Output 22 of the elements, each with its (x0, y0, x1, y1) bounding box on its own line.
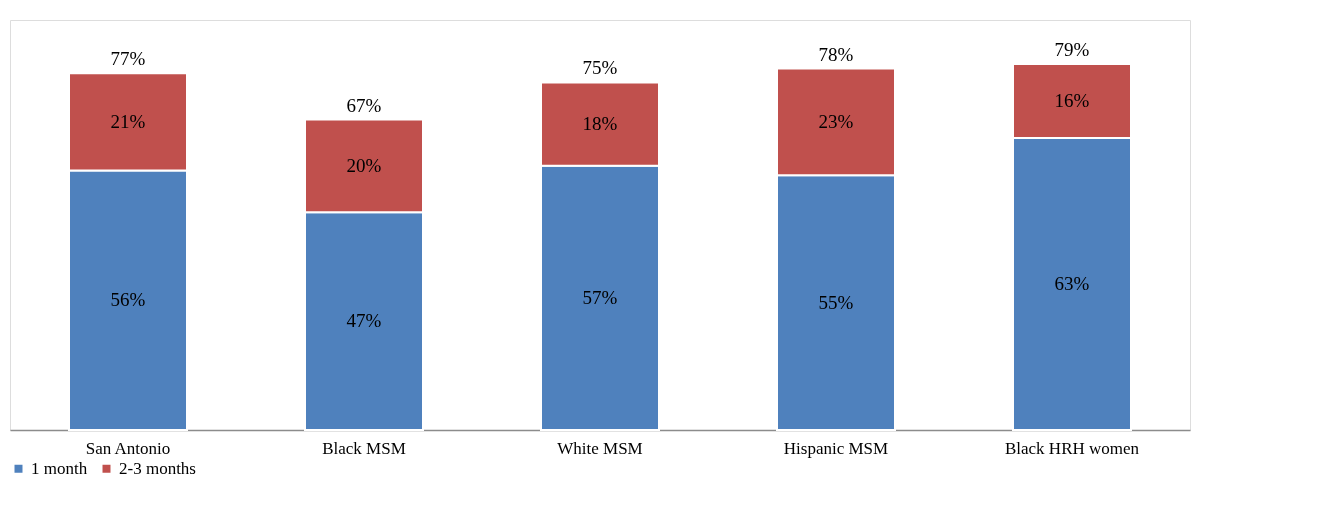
total-label: 67% (346, 94, 382, 116)
x-tick-label: San Antonio (85, 438, 171, 458)
total-label: 79% (1054, 38, 1090, 60)
data-label: 18% (582, 113, 618, 135)
x-tick-label: Hispanic MSM (783, 438, 889, 458)
data-label: 16% (1054, 90, 1090, 111)
data-label: 56% (110, 289, 146, 311)
data-label: 21% (110, 110, 146, 132)
data-label: 57% (582, 286, 618, 308)
x-tick-label: Black HRH women (1004, 438, 1140, 458)
data-label: 20% (346, 154, 382, 176)
x-tick-label: White MSM (557, 438, 643, 458)
legend-label: 1 month (31, 458, 88, 478)
data-label: 47% (346, 310, 382, 332)
legend-label: 2-3 months (119, 458, 196, 478)
x-tick-label: Black MSM (322, 438, 406, 458)
data-label: 63% (1054, 273, 1090, 295)
total-label: 75% (582, 57, 618, 79)
total-label: 78% (818, 43, 854, 65)
data-label: 55% (818, 291, 854, 313)
total-label: 77% (110, 48, 146, 70)
data-label: 23% (818, 110, 854, 132)
